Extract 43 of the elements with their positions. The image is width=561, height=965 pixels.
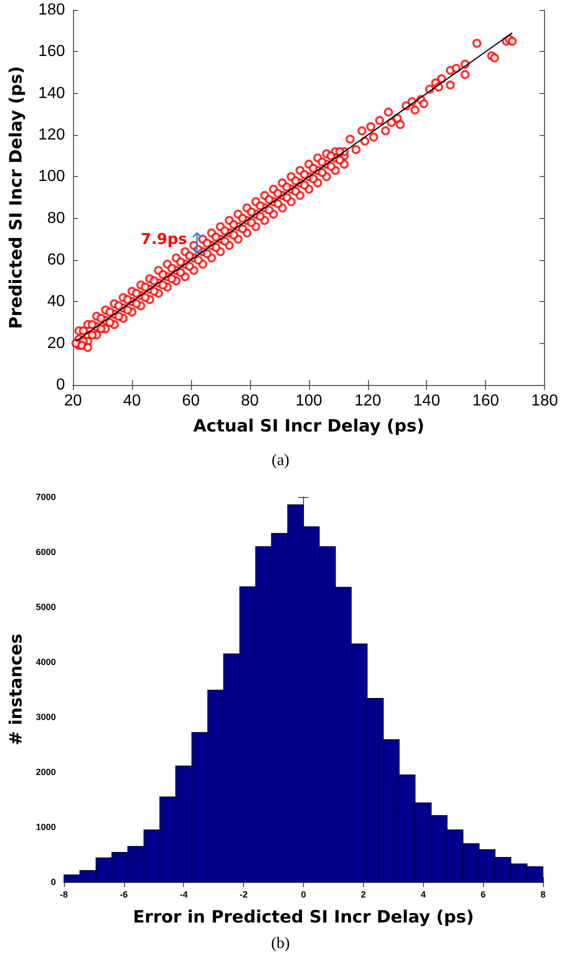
x-tick-label: 40: [123, 392, 141, 410]
y-axis-title: # instances: [6, 634, 26, 746]
y-axis-title: Predicted SI Incr Delay (ps): [6, 66, 26, 329]
y-tick-label: 140: [38, 84, 66, 102]
x-tick-label: -8: [60, 890, 68, 900]
x-tick-label: 6: [480, 890, 486, 900]
x-tick-label: 120: [354, 392, 382, 410]
text: (a): [270, 452, 290, 470]
text: (b): [270, 935, 291, 953]
x-axis-title: Error in Predicted SI Incr Delay (ps): [132, 908, 474, 928]
x-tick-label: 100: [295, 392, 322, 410]
y-tick-label: 20: [47, 334, 66, 352]
x-axis-title: Actual SI Incr Delay (ps): [193, 416, 424, 436]
x-tick-label: 60: [182, 392, 200, 410]
x-tick-label: -4: [180, 890, 188, 900]
y-tick-label: 60: [47, 252, 66, 268]
y-tick-label: 160: [38, 43, 66, 60]
y-tick-label: 4000: [36, 657, 56, 667]
x-tick-label: 140: [413, 392, 440, 410]
y-tick-label: 40: [47, 293, 66, 310]
x-tick-label: 180: [531, 392, 558, 410]
x-tick-label: 4: [420, 890, 426, 900]
y-tick-label: 1000: [36, 822, 56, 832]
x-tick-label: 2: [360, 890, 366, 900]
y-tick-label: 5000: [36, 602, 56, 612]
y-tick-label: 0: [50, 877, 56, 887]
x-tick-label: 0: [300, 890, 306, 900]
x-tick-label: 20: [64, 392, 82, 410]
y-tick-label: 0: [56, 376, 66, 394]
y-tick-label: 7000: [36, 492, 56, 502]
y-tick-label: 120: [38, 126, 66, 144]
x-tick-label: -6: [120, 890, 128, 900]
annotation: 7.9ps: [140, 230, 188, 248]
y-tick-label: 100: [38, 168, 66, 186]
y-tick-label: 180: [38, 2, 66, 18]
x-tick-label: 80: [240, 392, 259, 410]
y-tick-label: 80: [47, 210, 66, 227]
x-tick-label: 160: [472, 392, 500, 410]
y-tick-label: 6000: [36, 547, 56, 557]
x-tick-label: 8: [540, 890, 546, 900]
y-tick-label: 2000: [36, 767, 56, 777]
y-tick-label: 3000: [36, 712, 56, 722]
x-tick-label: -2: [240, 890, 248, 900]
